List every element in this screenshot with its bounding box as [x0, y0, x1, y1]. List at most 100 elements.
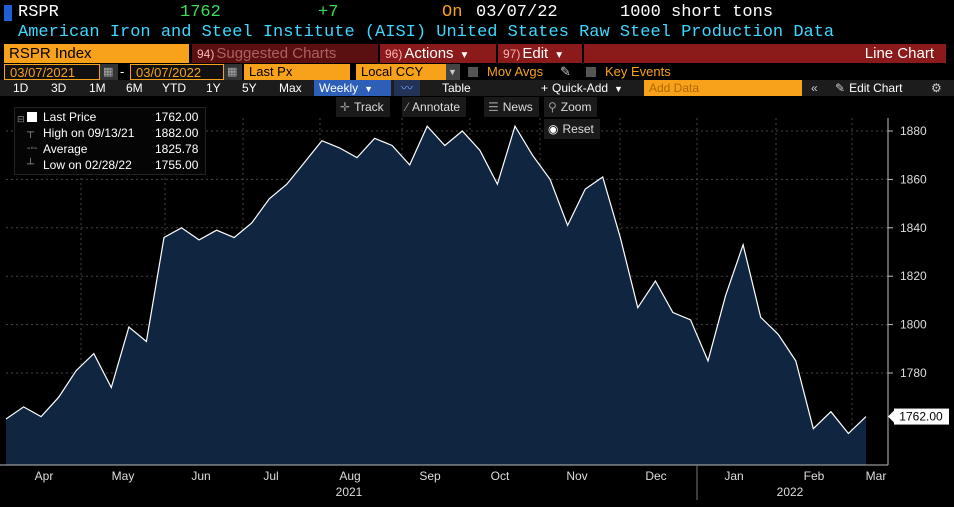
on-label: On	[442, 3, 463, 22]
range-1y[interactable]: 1Y	[206, 81, 221, 95]
legend-low-value: 1755.00	[155, 158, 199, 172]
y-tick-label: 1860	[900, 172, 927, 186]
news-icon: ☰	[488, 100, 499, 114]
price-area	[6, 126, 866, 465]
header-bar: RSPR 1762 +7 On 03/07/22 1000 short tons	[0, 3, 954, 23]
plus-icon: +	[541, 81, 549, 95]
zoom-label: Zoom	[560, 100, 592, 114]
legend-avg-value: 1825.78	[155, 142, 199, 156]
crosshair-icon: ✛	[340, 100, 351, 114]
edit-number: 97)	[503, 47, 521, 61]
pencil-icon[interactable]: ✎	[560, 64, 571, 79]
quick-add-button[interactable]: + Quick-Add ▼	[536, 80, 628, 96]
mov-avgs-checkbox[interactable]	[468, 64, 480, 80]
frequency-caret-icon: ▼	[364, 84, 374, 94]
annotate-label: Annotate	[412, 100, 461, 114]
x-month-label: May	[112, 469, 135, 483]
last-value-tag	[894, 408, 949, 425]
suggested-charts-button[interactable]: 94) Suggested Charts	[192, 44, 378, 63]
start-calendar-icon[interactable]: ▦	[100, 64, 118, 80]
range-max[interactable]: Max	[279, 81, 302, 95]
legend-last-price[interactable]: ⊟ Last Price 1762.00	[15, 109, 205, 125]
quick-add-caret-icon: ▼	[614, 84, 623, 94]
news-button[interactable]: ☰ News	[484, 97, 539, 117]
end-date-input[interactable]: 03/07/2022	[130, 64, 224, 80]
legend-last-label: Last Price	[43, 110, 97, 124]
actions-label: Actions	[404, 45, 454, 62]
end-calendar-icon[interactable]: ▦	[224, 64, 242, 80]
edit-chart-button[interactable]: ✎ Edit Chart	[830, 80, 907, 96]
add-data-input[interactable]: Add Data	[644, 80, 802, 96]
last-value-label: 1762.00	[899, 410, 943, 424]
legend-low: ┴ Low on 02/28/22 1755.00	[15, 157, 205, 173]
key-events-checkbox[interactable]	[586, 64, 598, 80]
actions-button[interactable]: 96) Actions ▼	[380, 44, 496, 63]
field-select[interactable]: Last Px	[244, 64, 350, 80]
x-month-label: Jun	[191, 469, 210, 483]
edit-label: Edit	[522, 45, 549, 62]
y-tick-label: 1880	[900, 124, 927, 138]
frequency-select[interactable]: Weekly ▼	[314, 80, 391, 96]
range-6m[interactable]: 6M	[126, 81, 143, 95]
legend-low-label: Low on 02/28/22	[43, 158, 132, 172]
x-month-label: Apr	[35, 469, 54, 483]
currency-select[interactable]: Local CCY	[356, 64, 446, 80]
settings-gear-icon[interactable]: ⚙	[931, 81, 942, 95]
chart-legend: ⊟ Last Price 1762.00 ┬ High on 09/13/21 …	[14, 107, 206, 175]
table-button[interactable]: Table	[422, 80, 530, 96]
reset-button[interactable]: ◉ Reset	[544, 119, 600, 139]
index-field-label: RSPR Index	[9, 45, 92, 62]
track-button[interactable]: ✛ Track	[336, 97, 390, 117]
units-label: 1000 short tons	[620, 3, 774, 22]
mov-avgs-label: Mov Avgs	[487, 64, 544, 79]
index-field[interactable]: RSPR Index	[4, 44, 189, 63]
reset-label: Reset	[562, 122, 594, 136]
range-ytd[interactable]: YTD	[162, 81, 186, 95]
table-label: Table	[442, 81, 471, 95]
x-year-label: 2021	[336, 485, 363, 499]
ticker-marker	[4, 5, 12, 21]
price-date: 03/07/22	[476, 3, 558, 22]
x-month-label: Oct	[491, 469, 510, 483]
currency-dropdown-icon[interactable]: ▼	[446, 64, 460, 80]
x-month-label: Aug	[339, 469, 360, 483]
line-chart-icon[interactable]: 〰	[394, 80, 420, 96]
legend-high: ┬ High on 09/13/21 1882.00	[15, 125, 205, 141]
y-tick-label: 1840	[900, 221, 927, 235]
x-month-label: Dec	[645, 469, 666, 483]
legend-high-label: High on 09/13/21	[43, 126, 135, 140]
magnifier-icon: ⚲	[548, 100, 557, 114]
high-marker-icon: ┬	[27, 127, 35, 138]
chart-type-title: Line Chart	[584, 44, 946, 63]
last-price: 1762	[180, 3, 221, 22]
x-month-label: Jan	[724, 469, 743, 483]
y-tick-label: 1800	[900, 318, 927, 332]
price-line	[5, 124, 867, 435]
key-events-checkbox-box	[586, 67, 596, 77]
zoom-button[interactable]: ⚲ Zoom	[544, 97, 598, 117]
range-1m[interactable]: 1M	[89, 81, 106, 95]
actions-caret-icon: ▼	[459, 50, 470, 61]
range-3d[interactable]: 3D	[51, 81, 67, 95]
collapse-icon[interactable]: «	[811, 81, 818, 95]
x-month-label: Sep	[419, 469, 441, 483]
start-date-input[interactable]: 03/07/2021	[4, 64, 100, 80]
edit-button[interactable]: 97) Edit ▼	[498, 44, 582, 63]
mov-avgs-checkbox-box	[468, 67, 478, 77]
legend-high-value: 1882.00	[155, 126, 199, 140]
average-marker-icon: -◦-	[27, 143, 38, 154]
y-tick-label: 1820	[900, 269, 927, 283]
legend-average: -◦- Average 1825.78	[15, 141, 205, 157]
edit-caret-icon: ▼	[554, 50, 565, 61]
range-5y[interactable]: 5Y	[242, 81, 257, 95]
actions-number: 96)	[385, 47, 403, 61]
legend-collapse-icon[interactable]: ⊟	[17, 114, 25, 124]
price-change: +7	[318, 3, 339, 22]
reset-radio-icon: ◉	[548, 122, 559, 136]
x-month-label: Jul	[263, 469, 278, 483]
suggested-charts-number: 94)	[197, 47, 215, 61]
annotate-icon: ⁄	[406, 100, 409, 114]
annotate-button[interactable]: ⁄ Annotate	[402, 97, 467, 117]
range-1d[interactable]: 1D	[13, 81, 29, 95]
